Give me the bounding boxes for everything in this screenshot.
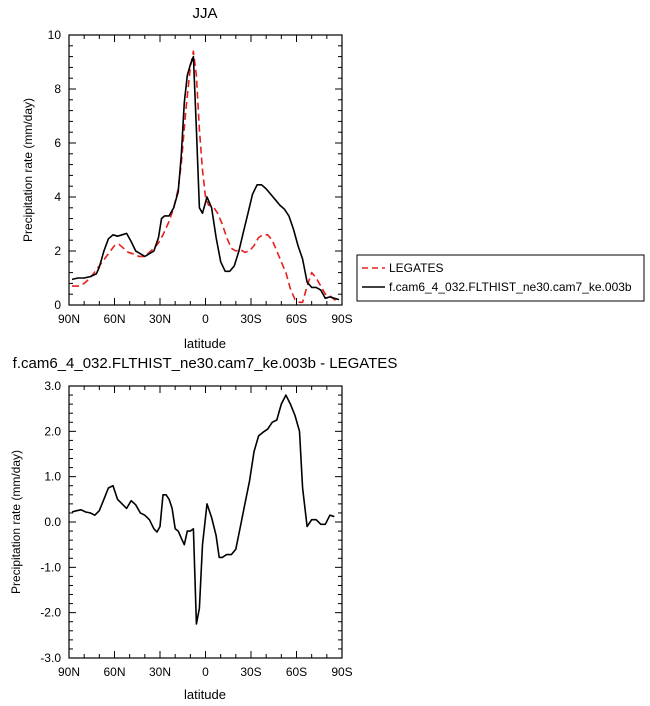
bottom-series-line-difference [71, 394, 335, 625]
bottom-x-tick-label: 60N [103, 665, 125, 679]
top-x-tick-label: 0 [202, 312, 209, 326]
legend-box [356, 254, 645, 302]
bottom-y-tick-label: -2.0 [40, 606, 61, 620]
top-series-line-legates [72, 50, 340, 304]
top-plot-frame [68, 34, 343, 306]
bottom-panel: f.cam6_4_032.FLTHIST_ne30.cam7_ke.003b -… [9, 355, 397, 702]
bottom-y-tick-label: -3.0 [40, 651, 61, 665]
legend-label-legates: LEGATES [389, 261, 443, 275]
bottom-x-tick-label: 30N [149, 665, 171, 679]
top-x-tick-label: 90S [331, 312, 352, 326]
top-x-tick-label: 60N [103, 312, 125, 326]
top-series-line-model [71, 55, 340, 301]
bottom-chart-title: f.cam6_4_032.FLTHIST_ne30.cam7_ke.003b -… [13, 355, 398, 372]
legend: LEGATES f.cam6_4_032.FLTHIST_ne30.cam7_k… [356, 254, 645, 302]
bottom-series-lines [71, 394, 335, 625]
top-x-tick-label: 30N [149, 312, 171, 326]
bottom-axis-ticks: 90N 60N 30N 0 30S 60S 90S -3.0 -2.0 -1.0 0.0 1.0 2.0… [40, 379, 352, 679]
bottom-y-tick-label: 1.0 [44, 470, 61, 484]
bottom-x-tick-label: 30S [240, 665, 261, 679]
bottom-x-axis-label: latitude [184, 687, 226, 702]
top-y-tick-label: 10 [48, 28, 62, 42]
top-series-lines [71, 50, 340, 304]
bottom-x-tick-label: 60S [286, 665, 307, 679]
bottom-x-tick-label: 0 [202, 665, 209, 679]
bottom-x-tick-label: 90N [58, 665, 80, 679]
top-y-tick-label: 4 [54, 190, 61, 204]
top-y-tick-label: 8 [54, 82, 61, 96]
bottom-y-tick-label: 0.0 [44, 515, 61, 529]
top-axis-ticks: 90N 60N 30N 0 30S 60S 90S 0 2 4 6 8 10 [48, 28, 353, 326]
top-y-tick-label: 0 [54, 298, 61, 312]
bottom-y-tick-label: 2.0 [44, 424, 61, 438]
bottom-y-tick-label: -1.0 [40, 560, 61, 574]
top-y-axis-label: Precipitation rate (mm/day) [21, 98, 35, 242]
top-x-axis-label: latitude [184, 336, 226, 351]
top-y-tick-label: 2 [54, 244, 61, 258]
bottom-y-axis-label: Precipitation rate (mm/day) [9, 450, 23, 594]
legend-label-model: f.cam6_4_032.FLTHIST_ne30.cam7_ke.003b [389, 280, 632, 294]
top-x-tick-label: 30S [240, 312, 261, 326]
bottom-y-tick-label: 3.0 [44, 379, 61, 393]
bottom-plot-frame [68, 385, 343, 659]
bottom-x-tick-label: 90S [331, 665, 352, 679]
top-chart-title: JJA [192, 5, 217, 22]
top-x-tick-label: 90N [58, 312, 80, 326]
top-x-tick-label: 60S [286, 312, 307, 326]
top-y-tick-label: 6 [54, 136, 61, 150]
